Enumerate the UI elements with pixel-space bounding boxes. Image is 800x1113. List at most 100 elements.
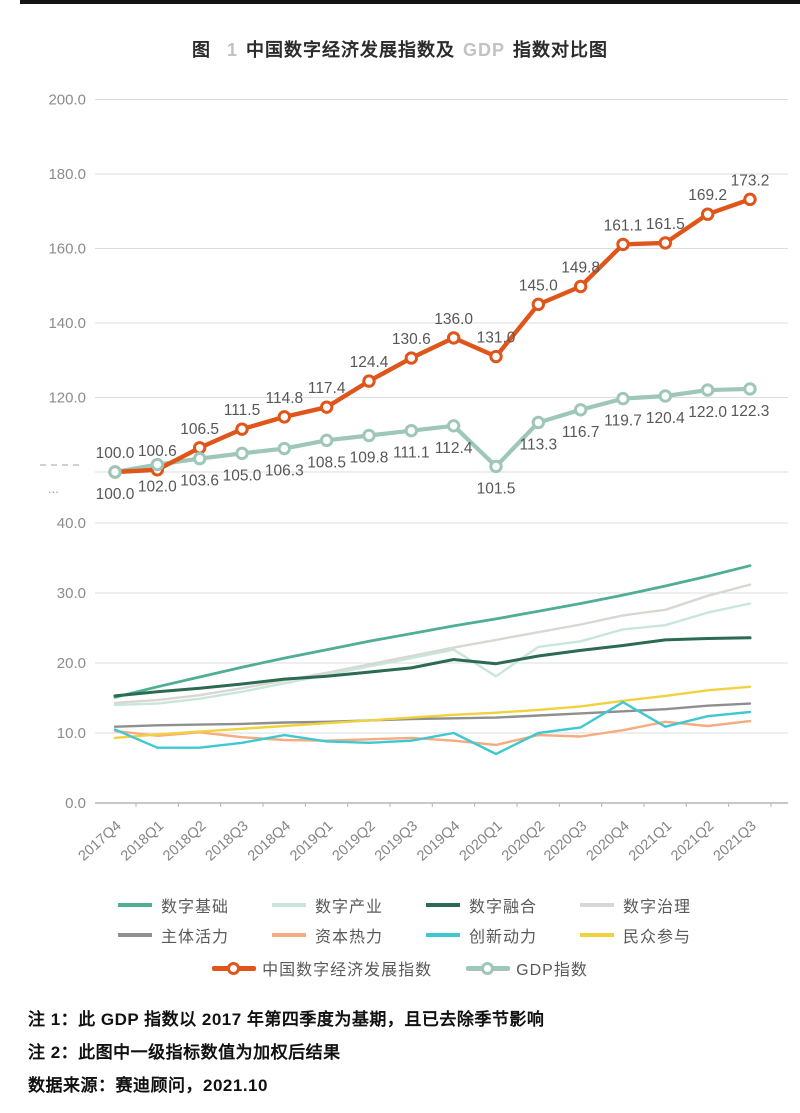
data-label: 169.2 [688, 187, 727, 204]
legend-swatch-line [118, 933, 152, 937]
gdp-index-marker [110, 467, 120, 477]
x-axis-label: 2018Q4 [245, 818, 294, 864]
legend-swatch-line [426, 933, 460, 937]
digital-economy-index-marker [702, 209, 712, 219]
data-label: 124.4 [350, 354, 389, 371]
x-axis-label: 2020Q3 [541, 818, 590, 864]
gdp-index-marker [660, 391, 670, 401]
gdp-index-marker [279, 443, 289, 453]
data-label: 145.0 [519, 277, 558, 294]
x-axis-label: 2019Q2 [330, 818, 379, 864]
legend-swatch-line [118, 903, 152, 907]
legend-label: 数字治理 [623, 893, 691, 917]
data-label: 101.5 [477, 480, 516, 497]
y-axis-tick-label: 180.0 [48, 166, 86, 183]
note-2: 注 2：此图中一级指标数值为加权后结果 [28, 1038, 341, 1063]
data-label: 130.6 [392, 331, 431, 348]
legend-item-shuzi-chanye: 数字产业 [272, 893, 426, 917]
series-line-4 [115, 585, 750, 703]
axis-break-dash [62, 464, 68, 466]
legend-label: 数字基础 [161, 893, 229, 917]
data-label: 131.0 [477, 330, 516, 347]
x-axis-label: 2018Q2 [160, 818, 209, 864]
digital-economy-index-marker [533, 299, 543, 309]
legend-item-shuzi-ronghe: 数字融合 [426, 893, 580, 917]
digital-economy-index-marker [448, 333, 458, 343]
legend-label: 民众参与 [623, 923, 691, 947]
legend-label: 主体活力 [161, 923, 229, 947]
data-label: 111.5 [224, 402, 261, 419]
legend-label: 中国数字经济发展指数 [262, 956, 432, 980]
digital-economy-index-marker [575, 281, 585, 291]
digital-economy-index-marker [194, 443, 204, 453]
legend-item-shuzi-zhili: 数字治理 [580, 893, 734, 917]
legend-swatch-line [272, 933, 306, 937]
data-label: 122.0 [688, 404, 727, 421]
digital-economy-index-marker [279, 412, 289, 422]
series-line-2 [115, 604, 750, 706]
y-axis-tick-label: 120.0 [48, 390, 86, 407]
data-label: 106.3 [265, 463, 304, 480]
axis-break-dots: ... [48, 481, 59, 496]
data-label: 102.0 [138, 479, 177, 496]
legend-label: 资本热力 [315, 923, 383, 947]
gdp-index-marker [364, 430, 374, 440]
data-label: 100.6 [138, 443, 177, 460]
data-label: 119.7 [604, 413, 642, 430]
gdp-index-marker [406, 425, 416, 435]
series-line-1 [115, 566, 750, 698]
legend-item-zhuti-huoli: 主体活力 [118, 923, 272, 947]
x-axis-label: 2017Q4 [76, 818, 125, 864]
data-label: 173.2 [731, 172, 770, 189]
gdp-index-marker [745, 384, 755, 394]
data-label: 122.3 [731, 403, 770, 420]
data-label: 120.4 [646, 410, 685, 427]
y-axis-tick-label: 20.0 [57, 655, 86, 672]
digital-economy-index-marker [321, 402, 331, 412]
gdp-index-marker [575, 405, 585, 415]
legend-item-minzhong-canyu: 民众参与 [580, 923, 734, 947]
y-axis-tick-label: 30.0 [57, 585, 86, 602]
data-label: 109.8 [350, 449, 389, 466]
axis-break-dash [40, 464, 46, 466]
legend-swatch-line [426, 903, 460, 907]
digital-economy-index-marker [364, 376, 374, 386]
axis-break-dash [73, 464, 79, 466]
digital-economy-index-marker [406, 353, 416, 363]
digital-economy-index-marker [745, 194, 755, 204]
legend-swatch-line-marker [466, 966, 510, 971]
y-axis-tick-label: 10.0 [57, 725, 86, 742]
legend-row-2: 主体活力 资本热力 创新动力 民众参与 [118, 923, 786, 947]
data-label: 117.4 [308, 380, 346, 397]
data-label: 161.1 [604, 217, 643, 234]
y-axis-tick-label: 40.0 [57, 515, 86, 532]
x-axis-label: 2021Q1 [626, 818, 675, 864]
digital-economy-index-marker [491, 351, 501, 361]
data-label: 100.0 [96, 445, 135, 462]
gdp-index-marker [618, 393, 628, 403]
data-label: 100.0 [96, 486, 135, 503]
digital-economy-index-marker [660, 238, 670, 248]
legend-ring-marker [481, 962, 494, 975]
legend-row-1: 数字基础 数字产业 数字融合 数字治理 [118, 893, 786, 917]
legend-item-digital-economy-index: 中国数字经济发展指数 [212, 956, 432, 980]
x-axis-label: 2019Q1 [287, 818, 336, 864]
data-label: 105.0 [223, 467, 262, 484]
data-label: 112.4 [435, 440, 473, 457]
legend-item-gdp-index: GDP指数 [466, 956, 588, 980]
data-label: 114.8 [266, 390, 304, 407]
series-line-3 [115, 638, 750, 696]
x-axis-label: 2020Q4 [584, 818, 633, 864]
y-axis-tick-label: 200.0 [48, 92, 86, 109]
digital-economy-index-marker [618, 239, 628, 249]
legend-item-chuangxin-dongli: 创新动力 [426, 923, 580, 947]
axis-break-dash [51, 464, 57, 466]
legend-row-3: 中国数字经济发展指数 GDP指数 [0, 956, 800, 980]
gdp-index-marker [152, 459, 162, 469]
gdp-index-marker [237, 448, 247, 458]
gdp-index-marker [321, 435, 331, 445]
legend-label: GDP指数 [516, 956, 588, 980]
data-source: 数据来源：赛迪顾问，2021.10 [28, 1071, 268, 1096]
data-label: 136.0 [434, 311, 473, 328]
x-axis-label: 2021Q2 [668, 818, 717, 864]
